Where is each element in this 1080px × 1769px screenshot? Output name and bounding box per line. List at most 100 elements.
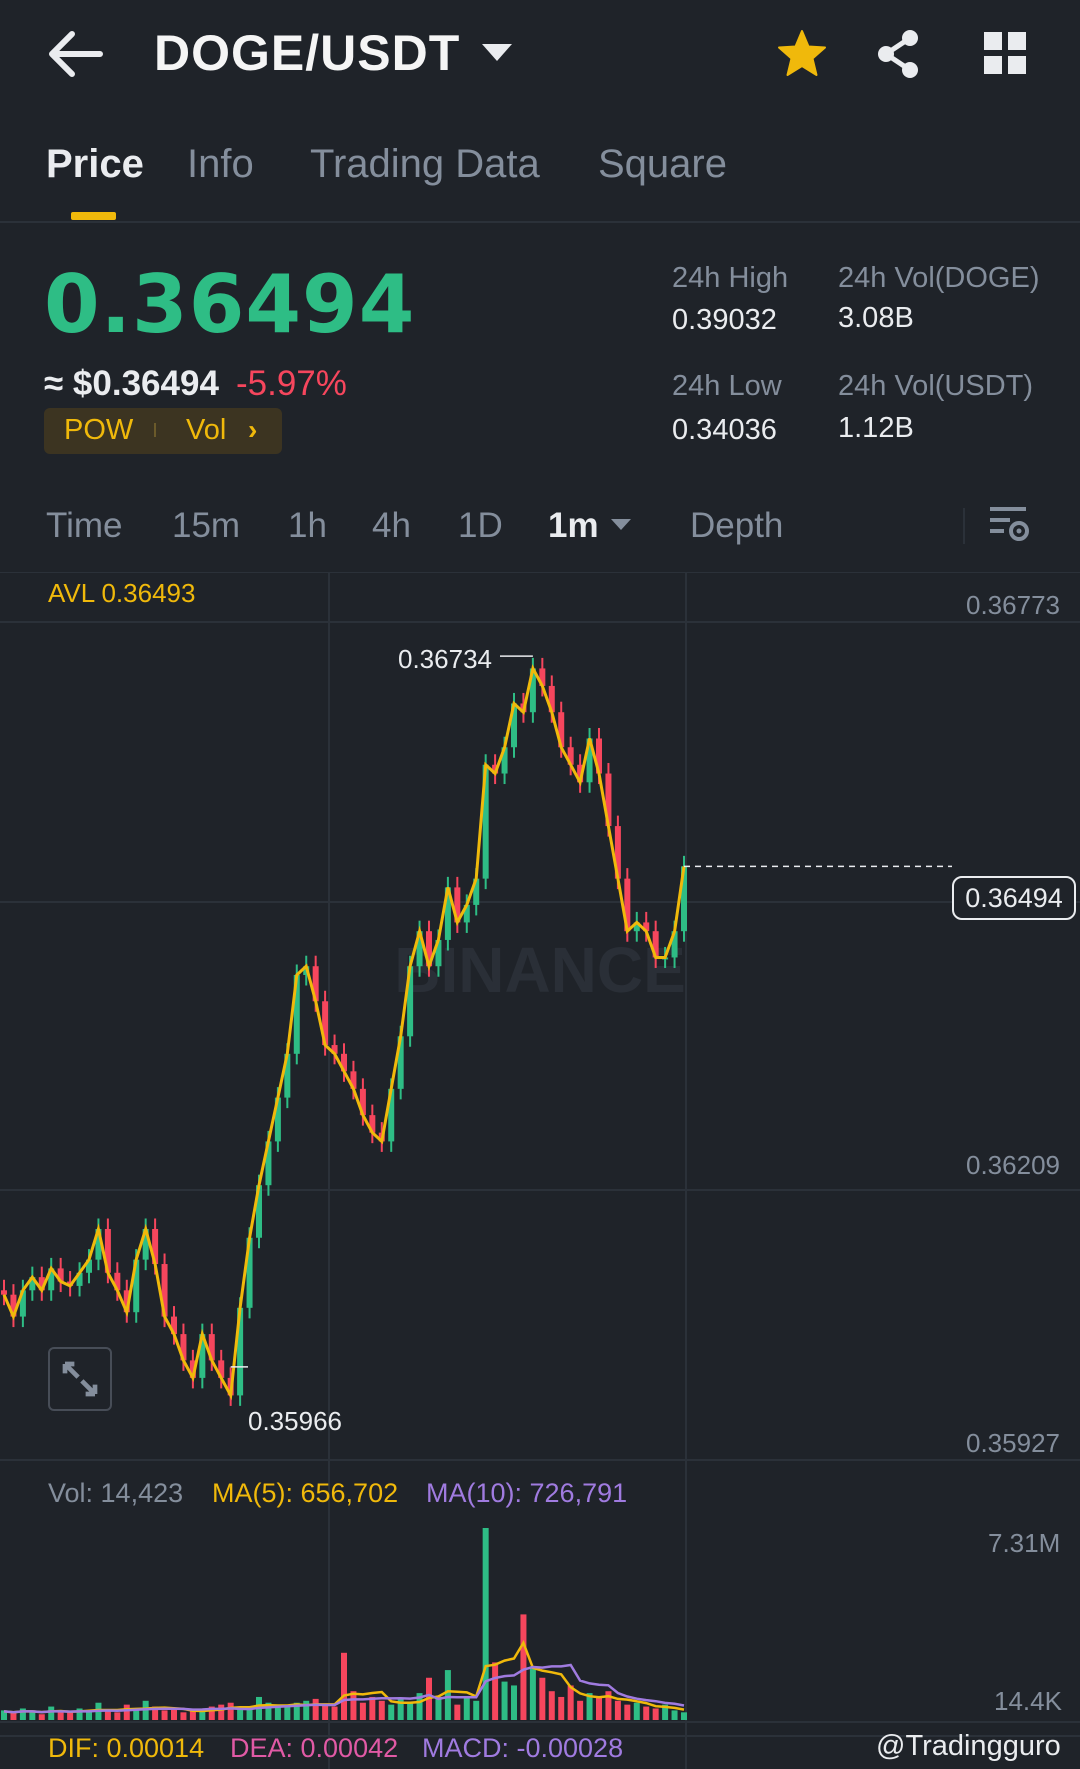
volume-bar <box>199 1708 206 1720</box>
candle-body <box>48 1268 55 1291</box>
vol-ma10-legend: MA(10): 726,791 <box>426 1478 628 1508</box>
volume-bar <box>388 1704 395 1720</box>
vol-quote-value: 1.12B <box>838 412 914 444</box>
volume-bar <box>463 1696 470 1720</box>
candle-body <box>624 878 631 932</box>
volume-bar <box>596 1696 602 1720</box>
candle-body <box>274 1097 281 1142</box>
chevron-right-icon[interactable]: › <box>248 414 258 445</box>
candle-body <box>369 1115 376 1133</box>
volume-bar <box>473 1700 480 1720</box>
chart-settings-icon[interactable] <box>988 503 1030 545</box>
tf-depth[interactable]: Depth <box>690 506 784 545</box>
tf-15m[interactable]: 15m <box>172 506 241 545</box>
volume-bar <box>605 1691 612 1720</box>
candle-body <box>1 1290 7 1295</box>
tf-4h[interactable]: 4h <box>372 506 411 545</box>
vol-axis-bottom: 14.4K <box>994 1686 1062 1716</box>
pair-title[interactable]: DOGE/USDT <box>154 25 461 81</box>
tab-price[interactable]: Price <box>46 142 144 186</box>
candle-body <box>511 703 517 748</box>
volume-bar <box>681 1712 687 1720</box>
tag-pow[interactable]: POW <box>64 414 134 446</box>
volume-bar <box>208 1706 215 1720</box>
candle-body <box>123 1290 130 1313</box>
candle-body <box>76 1272 83 1286</box>
candle-body <box>341 1053 347 1072</box>
expand-icon[interactable] <box>48 1347 112 1411</box>
tf-1m[interactable]: 1m <box>548 506 599 545</box>
candle-body <box>10 1294 17 1317</box>
volume-bar <box>303 1700 310 1720</box>
tab-square[interactable]: Square <box>598 142 727 186</box>
candle-body <box>284 1053 291 1098</box>
star-icon[interactable] <box>776 28 828 80</box>
candle-body <box>435 939 442 967</box>
candle-body <box>189 1360 196 1378</box>
candle-body <box>152 1228 159 1265</box>
candle-body <box>614 826 621 879</box>
volume-bar <box>133 1708 140 1720</box>
tab-info[interactable]: Info <box>187 142 254 186</box>
candle-body <box>95 1228 102 1260</box>
volume-bar <box>416 1693 423 1720</box>
candle-body <box>359 1088 366 1116</box>
volume-bar <box>397 1698 404 1720</box>
candle-body <box>482 764 489 879</box>
candle-body <box>463 904 470 923</box>
tag-vol[interactable]: Vol <box>186 414 227 446</box>
volume-bar <box>180 1712 187 1720</box>
volume-bar <box>369 1696 376 1720</box>
candle-body <box>293 974 300 1054</box>
vol-quote-label: 24h Vol(USDT) <box>838 370 1034 402</box>
candlestick-chart[interactable]: BINANCE <box>0 572 1080 1769</box>
axis-label-mid: 0.36209 <box>966 1150 1060 1180</box>
candle-body <box>246 1237 253 1308</box>
candle-body <box>256 1185 262 1238</box>
volume-bar <box>48 1706 55 1720</box>
volume-bar <box>662 1704 669 1720</box>
tf-time[interactable]: Time <box>46 506 123 545</box>
volume-bar <box>501 1681 508 1720</box>
share-icon[interactable] <box>874 28 922 80</box>
candle-body <box>161 1264 168 1317</box>
candle-body <box>681 866 687 932</box>
candle-body <box>322 1001 329 1046</box>
last-price: 0.36494 <box>44 258 416 351</box>
candle-body <box>350 1071 357 1089</box>
ma-line <box>2 664 686 1401</box>
candle-body <box>426 931 432 967</box>
volume-bar <box>218 1704 225 1720</box>
volume-bar <box>104 1710 111 1720</box>
grid-icon[interactable] <box>984 32 1026 74</box>
chevron-down-icon[interactable] <box>482 44 512 61</box>
candle-body <box>218 1360 225 1378</box>
tf-1h[interactable]: 1h <box>288 506 327 545</box>
vol-ma10-line <box>3 1663 685 1714</box>
back-arrow-icon[interactable] <box>48 28 104 80</box>
low-marker-label: 0.35966 <box>248 1406 342 1436</box>
vol-axis-top: 7.31M <box>988 1528 1061 1558</box>
candle-body <box>312 966 319 1002</box>
divider <box>0 221 1080 223</box>
high-marker-label: 0.36734 <box>398 644 492 674</box>
volume-bar <box>189 1710 196 1720</box>
vol-base-value: 3.08B <box>838 302 914 334</box>
candle-body <box>577 764 584 783</box>
usd-price: ≈ $0.36494 <box>44 364 219 403</box>
chevron-down-icon[interactable] <box>611 519 631 530</box>
volume-bar <box>407 1702 414 1720</box>
volume-bar <box>86 1710 92 1720</box>
volume-bar <box>293 1702 300 1720</box>
tab-trading-data[interactable]: Trading Data <box>310 142 540 186</box>
tf-1d[interactable]: 1D <box>458 506 503 545</box>
candle-body <box>171 1316 177 1335</box>
tags-pill[interactable]: POW Vol › <box>44 408 282 454</box>
volume-bar <box>671 1710 678 1720</box>
volume-bar <box>265 1702 272 1720</box>
candle-body <box>548 685 555 713</box>
volume-bar <box>341 1652 347 1720</box>
volume-bar <box>123 1704 130 1720</box>
volume-bar <box>652 1708 659 1720</box>
candle-body <box>643 922 650 932</box>
